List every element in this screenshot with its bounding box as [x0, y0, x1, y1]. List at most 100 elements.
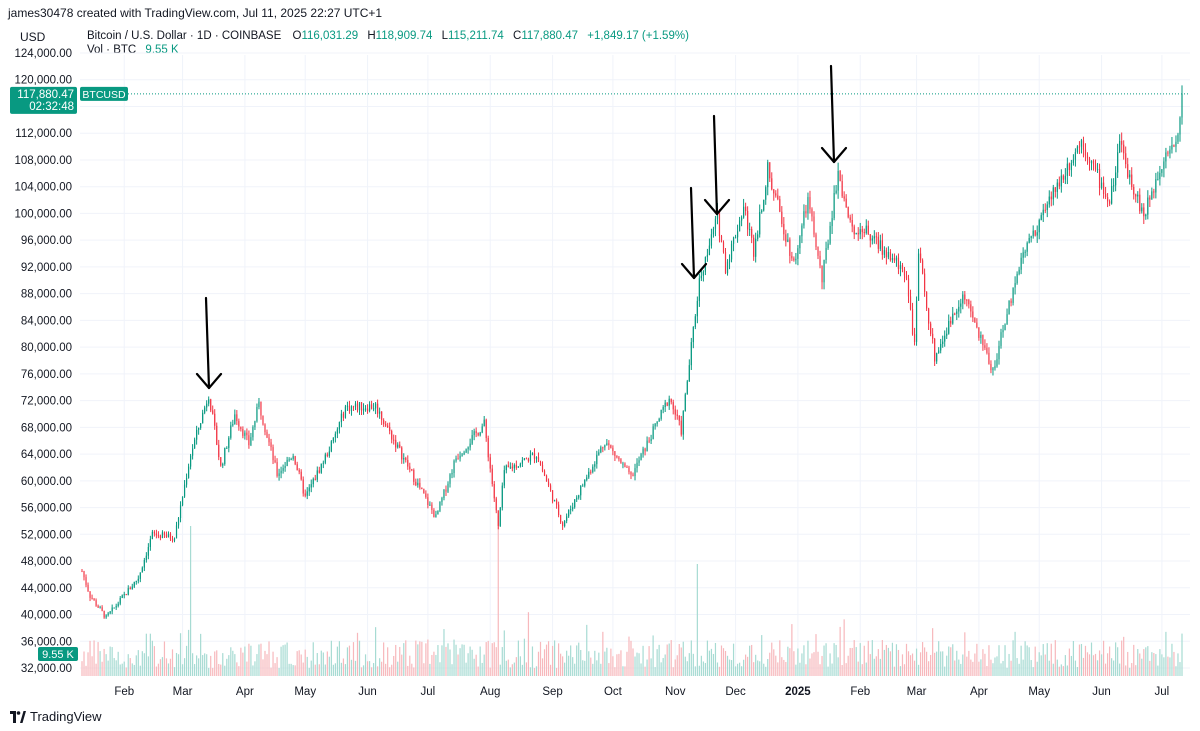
candle-body: [280, 470, 282, 474]
volume-bar: [763, 663, 765, 676]
tradingview-brand[interactable]: TradingView: [10, 709, 102, 724]
volume-bar: [1139, 653, 1141, 676]
candle-body: [988, 352, 990, 364]
volume-bar: [948, 646, 950, 676]
candle-body: [238, 421, 240, 427]
volume-bar: [551, 645, 554, 676]
candle-body: [272, 447, 274, 461]
volume-bar: [562, 656, 564, 676]
candle-body: [167, 533, 170, 538]
volume-bar: [921, 642, 924, 676]
volume-bar: [654, 667, 656, 676]
volume-bar: [1098, 650, 1101, 676]
volume-bar: [881, 640, 883, 676]
volume-bar: [1149, 660, 1151, 676]
volume-bar: [972, 661, 974, 676]
x-tick-label: Jul: [421, 686, 436, 698]
candle-body: [596, 454, 598, 465]
candle-body: [738, 220, 741, 232]
volume-bar: [572, 657, 574, 676]
candle-body: [616, 455, 618, 458]
candle-body: [131, 586, 133, 590]
candle-body: [487, 438, 489, 458]
volume-bar: [990, 659, 992, 676]
volume-bar: [423, 663, 425, 676]
candle-body: [618, 457, 620, 460]
volume-bar: [823, 645, 825, 676]
candle-body: [417, 482, 419, 486]
volume-bar: [1038, 652, 1040, 676]
volume-bar: [177, 654, 180, 676]
candle-body: [1032, 230, 1034, 237]
volume-bar: [1096, 660, 1099, 676]
candle-body: [1056, 182, 1058, 192]
volume-bar: [161, 657, 164, 676]
volume-bar: [1026, 645, 1028, 676]
volume-bar: [893, 666, 896, 676]
volume-bar: [274, 663, 276, 676]
volume-bar: [228, 655, 230, 676]
candle-body: [397, 444, 399, 448]
candle-body: [1163, 161, 1165, 170]
candle-body: [867, 225, 869, 235]
volume-bar: [736, 663, 739, 676]
symbol-legend[interactable]: Bitcoin / U.S. Dollar · 1D · COINBASE O1…: [87, 30, 689, 42]
volume-bar: [425, 643, 427, 676]
candle-body: [576, 497, 578, 500]
volume-bar: [616, 654, 618, 676]
candle-body: [507, 465, 509, 467]
candle-body: [1175, 141, 1177, 147]
y-tick-label: 32,000.00: [21, 663, 72, 675]
volume-bar: [1012, 640, 1014, 676]
change-value: +1,849.17 (+1.59%): [587, 30, 689, 42]
candle-body: [328, 451, 330, 456]
candle-body: [342, 413, 345, 418]
candle-body: [684, 394, 686, 412]
volume-bar: [1167, 656, 1169, 676]
volume-bar: [670, 640, 672, 676]
volume-bar: [845, 663, 847, 676]
volume-bar: [513, 662, 515, 676]
volume-bar: [809, 658, 811, 676]
candle-body: [700, 275, 702, 279]
volume-bar: [455, 644, 457, 676]
candle-body: [730, 243, 733, 260]
volume-bar: [1106, 653, 1109, 676]
candle-body: [97, 605, 99, 608]
candle-body: [644, 448, 646, 452]
candle-body: [807, 197, 809, 214]
candle-body: [1020, 257, 1022, 270]
volume-bar: [743, 659, 745, 676]
volume-bar: [928, 661, 930, 676]
candle-body: [930, 323, 932, 334]
volume-bar: [477, 666, 479, 676]
volume-bar: [940, 651, 942, 676]
candle-body: [1159, 172, 1161, 180]
candle-body: [765, 187, 767, 200]
volume-bar: [827, 666, 829, 676]
volume-bar: [1048, 660, 1050, 676]
volume-bar: [964, 632, 966, 676]
candle-body: [710, 234, 713, 246]
volume-bar: [489, 667, 491, 676]
candle-body: [783, 223, 785, 235]
candle-body: [304, 493, 306, 496]
volume-bar: [431, 654, 433, 676]
candle-body: [956, 311, 958, 314]
volume-bar: [598, 652, 600, 676]
candle-body: [214, 413, 216, 426]
volume-bar: [185, 645, 188, 676]
candle-body: [811, 209, 813, 217]
candle-body: [923, 273, 926, 292]
candle-body: [640, 454, 642, 461]
volume-bar: [276, 657, 278, 676]
volume-bar: [535, 666, 538, 676]
volume-bar: [837, 657, 839, 676]
volume-bar: [304, 649, 306, 676]
candle-body: [240, 426, 242, 430]
volume-bar: [1080, 643, 1083, 676]
volume-bar: [974, 653, 976, 676]
y-tick-label: 112,000.00: [15, 128, 72, 140]
volume-bar: [202, 655, 204, 676]
